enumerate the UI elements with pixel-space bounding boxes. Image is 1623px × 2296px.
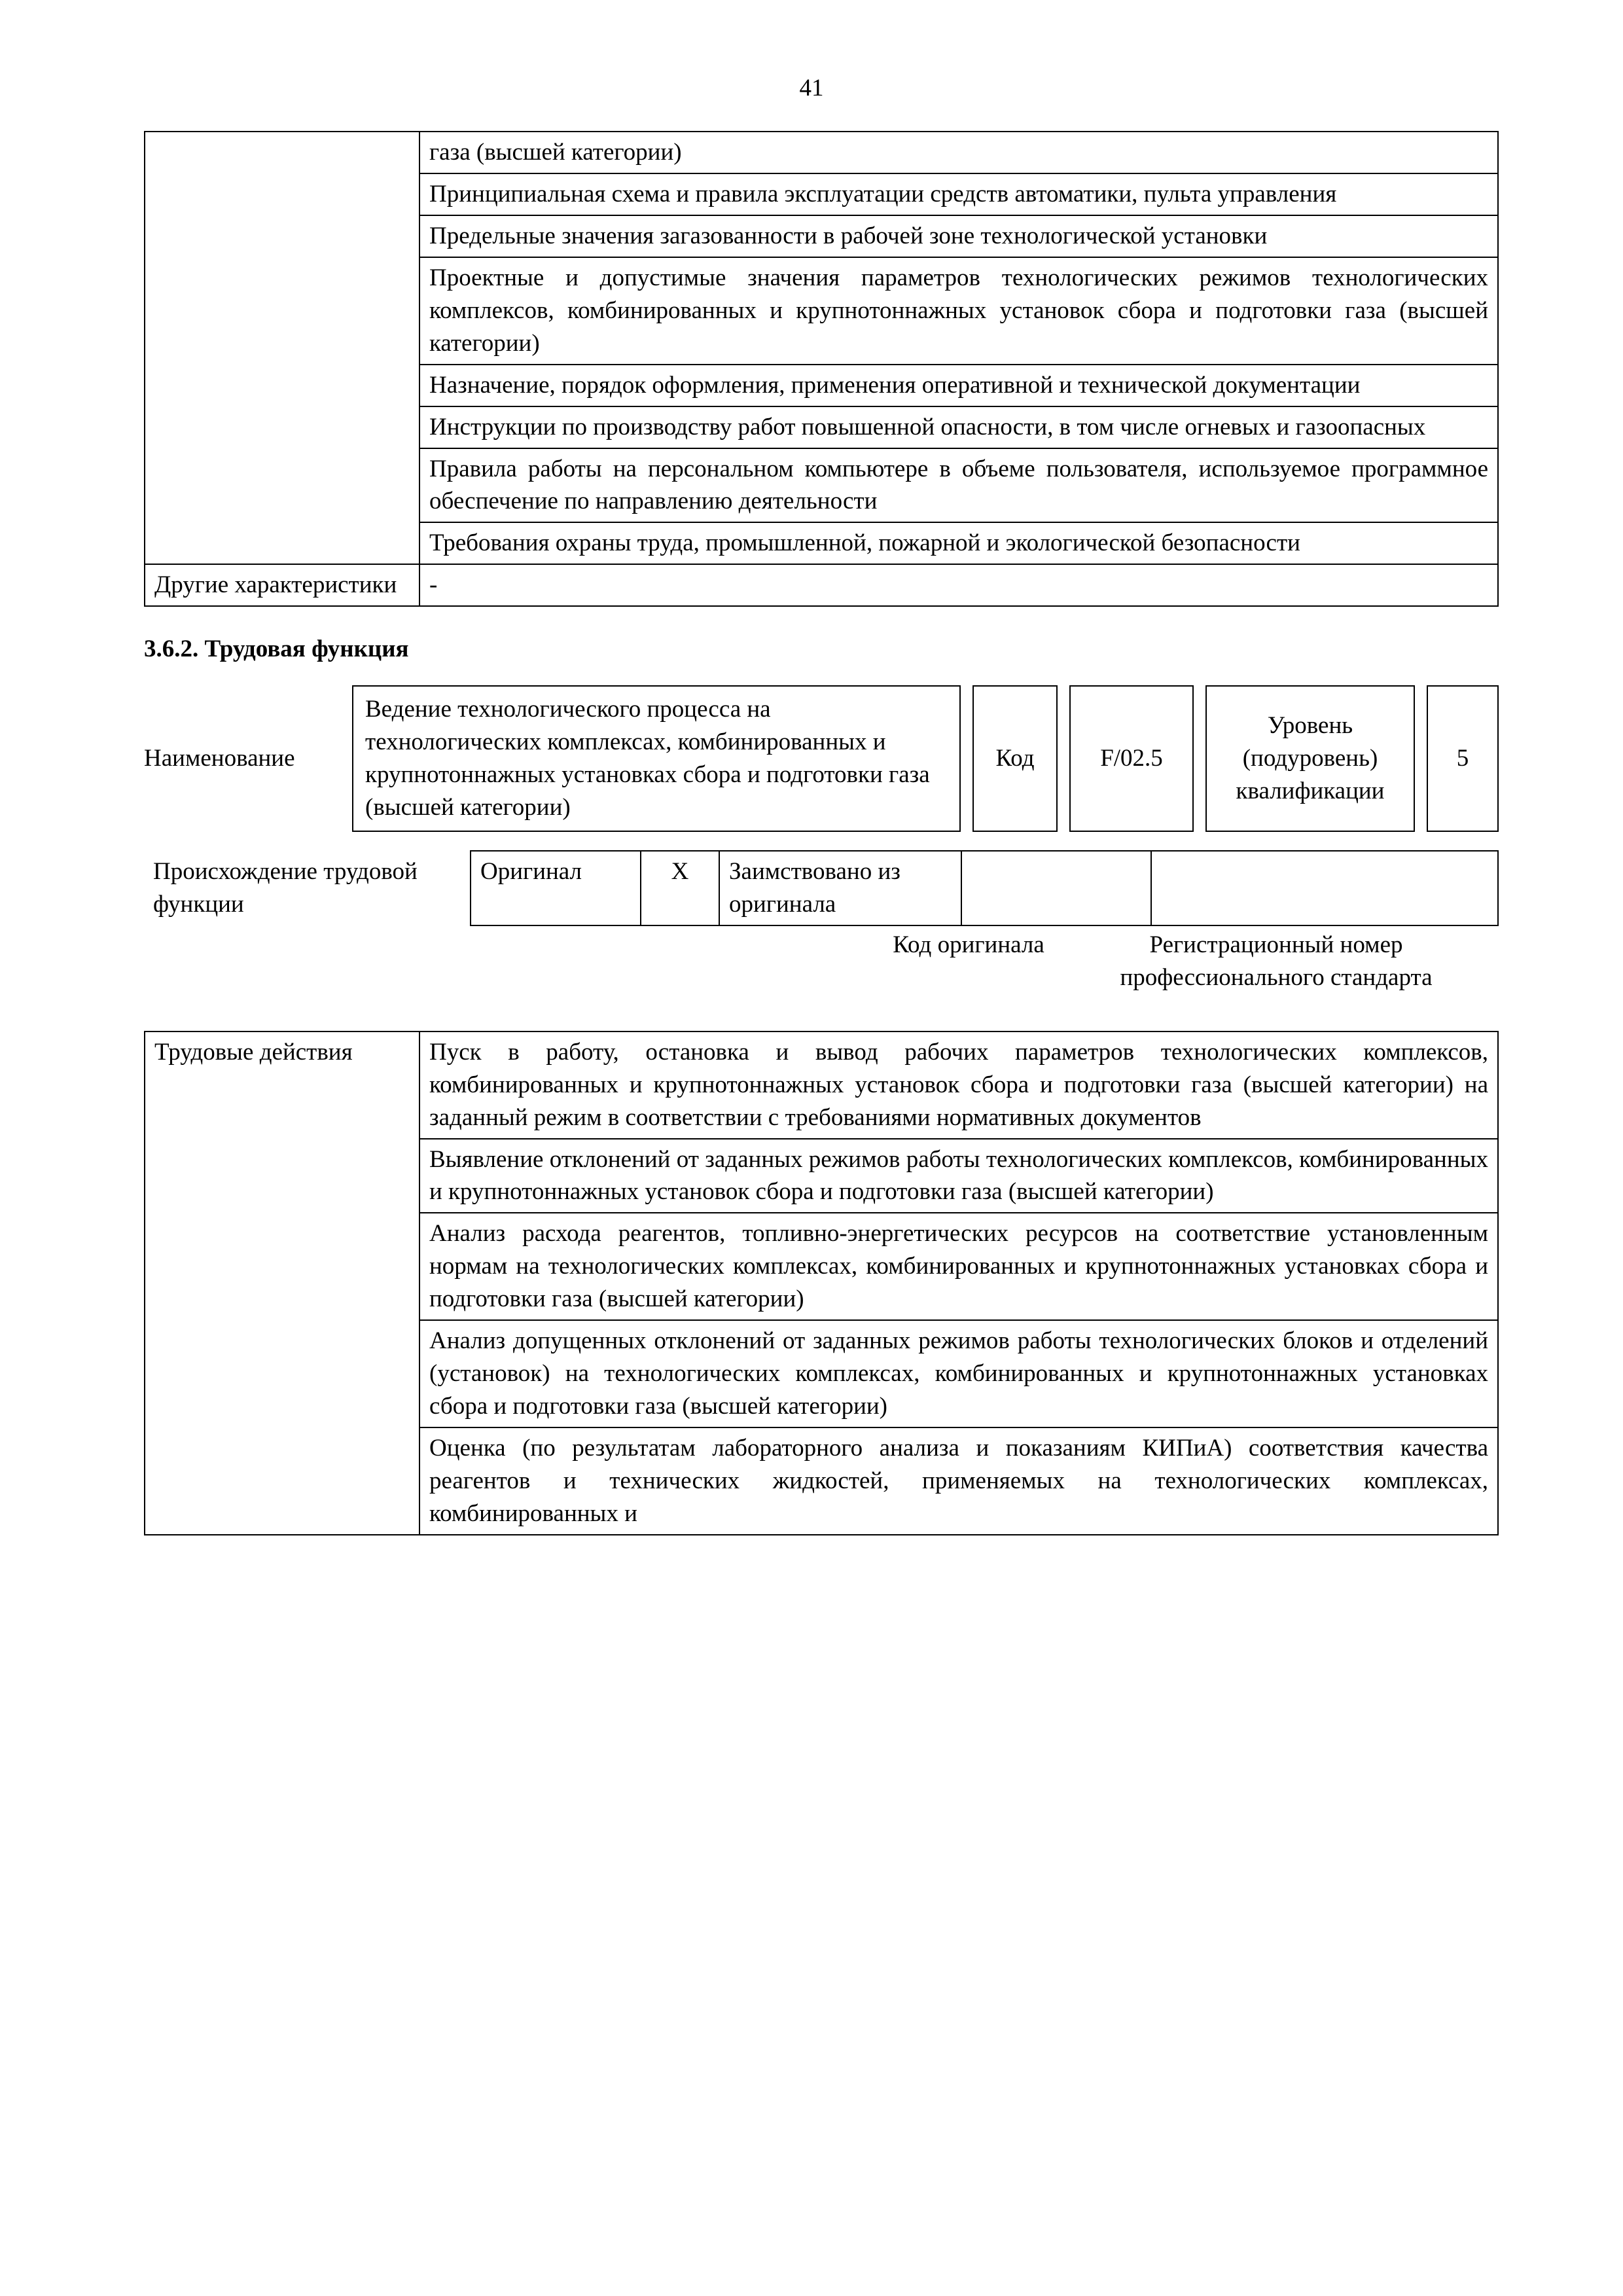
knowledge-row: Принципиальная схема и правила эксплуата…	[419, 173, 1498, 215]
action-row: Выявление отклонений от заданных режимов…	[419, 1139, 1498, 1213]
knowledge-left-blank	[145, 365, 419, 406]
actions-table: Трудовые действия Пуск в работу, останов…	[144, 1031, 1499, 1535]
origin-label: Происхождение трудовой функции	[144, 851, 471, 925]
code-value: F/02.5	[1069, 685, 1194, 832]
origin-reg-blank	[1151, 851, 1498, 925]
function-header-row: Наименование Ведение технологического пр…	[144, 685, 1499, 832]
knowledge-left-blank	[145, 448, 419, 523]
knowledge-left-blank	[145, 257, 419, 365]
knowledge-table: газа (высшей категории) Принципиальная с…	[144, 131, 1499, 607]
action-row: Пуск в работу, остановка и вывод рабочих…	[419, 1031, 1498, 1139]
origin-code-blank	[961, 851, 1151, 925]
naming-label: Наименование	[144, 685, 340, 832]
origin-x-mark: X	[641, 851, 719, 925]
action-row: Оценка (по результатам лабораторного ана…	[419, 1427, 1498, 1535]
code-label: Код	[972, 685, 1058, 832]
knowledge-row: Правила работы на персональном компьютер…	[419, 448, 1498, 523]
actions-left-blank	[145, 1427, 419, 1535]
origin-original: Оригинал	[471, 851, 641, 925]
knowledge-row: газа (высшей категории)	[419, 132, 1498, 173]
knowledge-row: Предельные значения загазованности в раб…	[419, 215, 1498, 257]
origin-sublabel-spacer	[144, 929, 883, 994]
knowledge-row: Проектные и допустимые значения параметр…	[419, 257, 1498, 365]
origin-sublabel-code: Код оригинала	[883, 929, 1054, 994]
actions-left-blank	[145, 1139, 419, 1213]
knowledge-left-blank	[145, 406, 419, 448]
action-row: Анализ расхода реагентов, топливно-энерг…	[419, 1213, 1498, 1320]
actions-left-blank	[145, 1213, 419, 1320]
level-label: Уровень (подуровень) квалификации	[1205, 685, 1415, 832]
knowledge-left-blank	[145, 522, 419, 564]
knowledge-left-blank	[145, 173, 419, 215]
actions-left-label: Трудовые действия	[145, 1031, 419, 1139]
knowledge-left-blank	[145, 132, 419, 173]
page-number: 41	[0, 72, 1623, 105]
actions-left-blank	[145, 1320, 419, 1427]
section-heading: 3.6.2. Трудовая функция	[144, 633, 1499, 666]
other-characteristics-value: -	[419, 564, 1498, 606]
level-value: 5	[1427, 685, 1499, 832]
action-row: Анализ допущенных отклонений от заданных…	[419, 1320, 1498, 1427]
origin-block: Происхождение трудовой функции Оригинал …	[144, 850, 1499, 994]
origin-sublabel-reg: Регистрационный номер профессионального …	[1054, 929, 1499, 994]
knowledge-row: Требования охраны труда, промышленной, п…	[419, 522, 1498, 564]
knowledge-row: Инструкции по производству работ повышен…	[419, 406, 1498, 448]
origin-borrowed: Заимствовано из оригинала	[719, 851, 961, 925]
naming-text: Ведение технологического процесса на тех…	[352, 685, 961, 832]
knowledge-row: Назначение, порядок оформления, применен…	[419, 365, 1498, 406]
other-characteristics-label: Другие характеристики	[145, 564, 419, 606]
knowledge-left-blank	[145, 215, 419, 257]
